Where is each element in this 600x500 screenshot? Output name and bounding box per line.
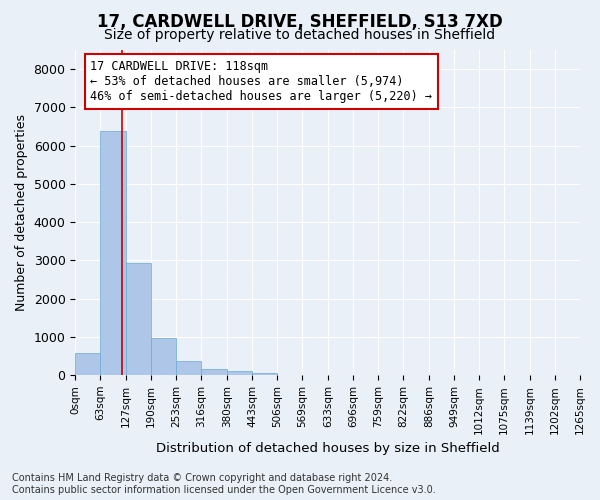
Bar xyxy=(176,362,202,375)
Bar xyxy=(202,369,227,375)
Bar xyxy=(151,338,176,375)
X-axis label: Distribution of detached houses by size in Sheffield: Distribution of detached houses by size … xyxy=(156,442,500,455)
Y-axis label: Number of detached properties: Number of detached properties xyxy=(15,114,28,311)
Bar xyxy=(227,372,252,375)
Bar xyxy=(100,130,126,375)
Bar xyxy=(75,353,100,375)
Text: 17 CARDWELL DRIVE: 118sqm
← 53% of detached houses are smaller (5,974)
46% of se: 17 CARDWELL DRIVE: 118sqm ← 53% of detac… xyxy=(91,60,433,103)
Text: Size of property relative to detached houses in Sheffield: Size of property relative to detached ho… xyxy=(104,28,496,42)
Text: Contains HM Land Registry data © Crown copyright and database right 2024.
Contai: Contains HM Land Registry data © Crown c… xyxy=(12,474,436,495)
Text: 17, CARDWELL DRIVE, SHEFFIELD, S13 7XD: 17, CARDWELL DRIVE, SHEFFIELD, S13 7XD xyxy=(97,12,503,30)
Bar xyxy=(126,264,151,375)
Bar xyxy=(252,373,277,375)
